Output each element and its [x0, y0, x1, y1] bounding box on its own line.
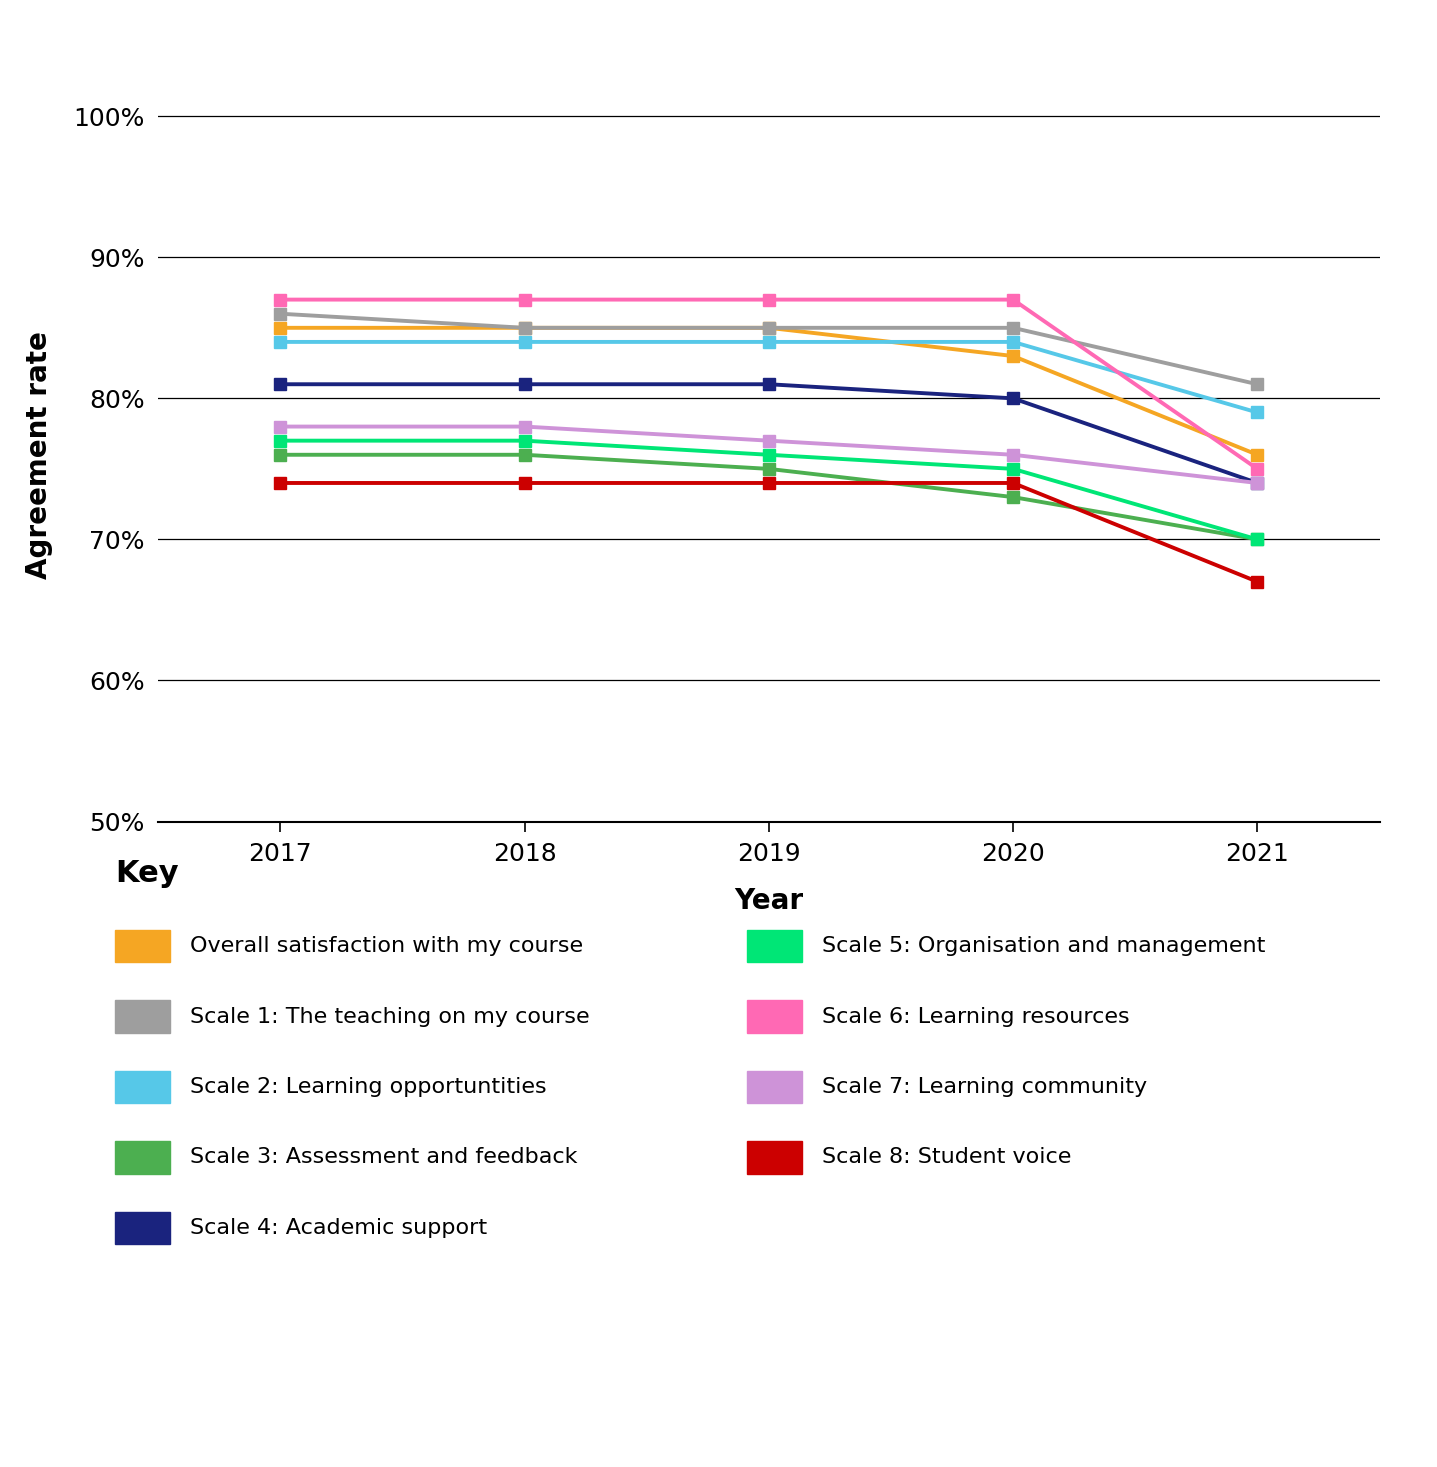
Text: Scale 7: Learning community: Scale 7: Learning community: [822, 1077, 1147, 1097]
Text: Key: Key: [115, 858, 178, 888]
Text: Overall satisfaction with my course: Overall satisfaction with my course: [190, 936, 583, 956]
Text: Scale 2: Learning opportuntities: Scale 2: Learning opportuntities: [190, 1077, 546, 1097]
Text: Scale 6: Learning resources: Scale 6: Learning resources: [822, 1006, 1129, 1027]
X-axis label: Year: Year: [734, 888, 803, 915]
Y-axis label: Agreement rate: Agreement rate: [24, 332, 53, 578]
Text: Scale 3: Assessment and feedback: Scale 3: Assessment and feedback: [190, 1147, 578, 1168]
Text: Scale 8: Student voice: Scale 8: Student voice: [822, 1147, 1072, 1168]
Text: Scale 5: Organisation and management: Scale 5: Organisation and management: [822, 936, 1266, 956]
Text: Scale 4: Academic support: Scale 4: Academic support: [190, 1218, 487, 1238]
Text: Scale 1: The teaching on my course: Scale 1: The teaching on my course: [190, 1006, 589, 1027]
